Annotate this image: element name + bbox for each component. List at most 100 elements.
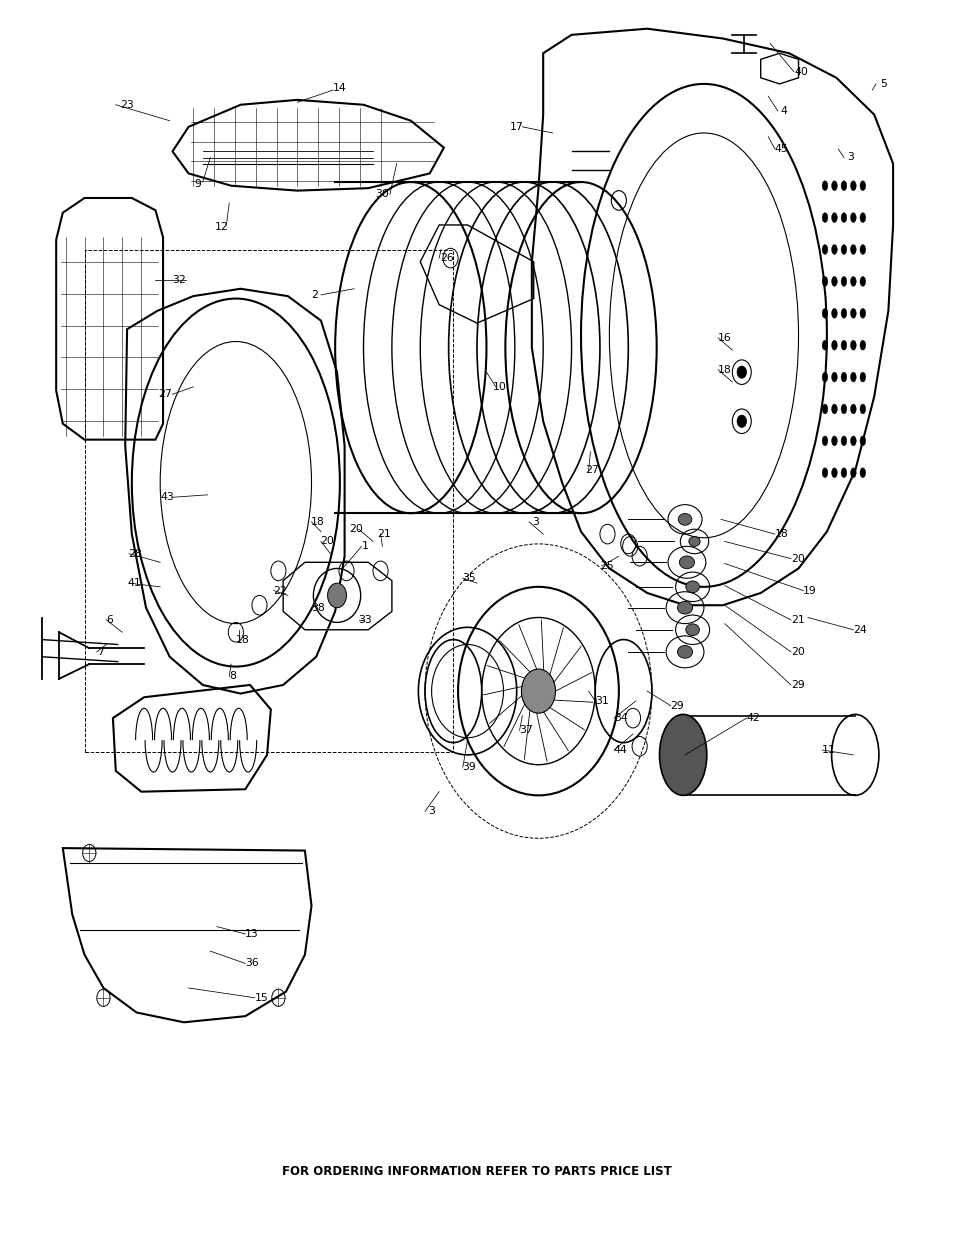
Text: 3: 3	[428, 806, 435, 816]
Ellipse shape	[850, 436, 855, 446]
Ellipse shape	[850, 277, 855, 287]
Text: 18: 18	[311, 516, 325, 527]
Text: 42: 42	[745, 713, 760, 722]
Text: 29: 29	[670, 700, 683, 711]
Text: 36: 36	[245, 958, 258, 968]
Text: 43: 43	[160, 493, 173, 503]
Ellipse shape	[737, 415, 746, 427]
Text: 45: 45	[774, 144, 787, 154]
Text: 21: 21	[377, 529, 391, 540]
Text: 31: 31	[595, 695, 608, 706]
Ellipse shape	[841, 468, 846, 478]
Ellipse shape	[821, 372, 827, 382]
Text: 27: 27	[158, 389, 172, 399]
Text: 33: 33	[358, 615, 372, 625]
Ellipse shape	[679, 556, 694, 568]
Ellipse shape	[850, 309, 855, 319]
Text: 12: 12	[214, 222, 229, 232]
Text: 13: 13	[245, 929, 258, 939]
Text: 4: 4	[781, 106, 787, 116]
Ellipse shape	[831, 341, 837, 350]
Text: 39: 39	[462, 762, 476, 772]
Text: 34: 34	[613, 713, 627, 722]
Ellipse shape	[831, 468, 837, 478]
Text: 22: 22	[274, 585, 287, 595]
Ellipse shape	[841, 404, 846, 414]
Ellipse shape	[841, 212, 846, 222]
Ellipse shape	[859, 309, 864, 319]
Text: 17: 17	[509, 122, 523, 132]
Ellipse shape	[831, 245, 837, 254]
Ellipse shape	[678, 514, 691, 525]
Text: 28: 28	[128, 548, 141, 558]
Text: 24: 24	[852, 625, 866, 635]
Ellipse shape	[859, 341, 864, 350]
Ellipse shape	[850, 404, 855, 414]
Text: 11: 11	[821, 745, 835, 755]
Text: 8: 8	[230, 672, 236, 682]
Text: 5: 5	[880, 79, 886, 89]
Text: 37: 37	[518, 725, 533, 735]
Text: 7: 7	[97, 647, 104, 657]
Ellipse shape	[841, 341, 846, 350]
Ellipse shape	[859, 212, 864, 222]
Ellipse shape	[688, 536, 700, 546]
Text: 15: 15	[254, 993, 268, 1003]
Ellipse shape	[831, 309, 837, 319]
Ellipse shape	[850, 372, 855, 382]
Ellipse shape	[831, 277, 837, 287]
Text: 9: 9	[194, 179, 201, 189]
Text: 30: 30	[375, 189, 389, 199]
Ellipse shape	[831, 436, 837, 446]
Ellipse shape	[841, 372, 846, 382]
Text: 3: 3	[846, 152, 853, 163]
Ellipse shape	[859, 372, 864, 382]
Text: 44: 44	[613, 745, 627, 755]
Text: 3: 3	[532, 516, 538, 527]
Ellipse shape	[677, 646, 692, 658]
Text: FOR ORDERING INFORMATION REFER TO PARTS PRICE LIST: FOR ORDERING INFORMATION REFER TO PARTS …	[282, 1166, 671, 1178]
Ellipse shape	[841, 245, 846, 254]
Ellipse shape	[850, 341, 855, 350]
Ellipse shape	[850, 245, 855, 254]
Text: 20: 20	[320, 536, 335, 546]
Text: 40: 40	[794, 67, 807, 77]
Text: 20: 20	[791, 553, 804, 563]
Ellipse shape	[841, 277, 846, 287]
Ellipse shape	[841, 180, 846, 190]
Ellipse shape	[831, 372, 837, 382]
Ellipse shape	[737, 366, 746, 378]
Text: 10: 10	[493, 382, 506, 391]
Text: 21: 21	[791, 615, 804, 625]
Ellipse shape	[821, 404, 827, 414]
Ellipse shape	[821, 309, 827, 319]
Ellipse shape	[831, 212, 837, 222]
Ellipse shape	[821, 180, 827, 190]
Text: 18: 18	[774, 529, 787, 540]
Ellipse shape	[685, 624, 699, 636]
Ellipse shape	[521, 669, 555, 713]
Ellipse shape	[659, 714, 706, 795]
Text: 18: 18	[718, 364, 731, 374]
Ellipse shape	[850, 212, 855, 222]
Text: 18: 18	[235, 635, 249, 645]
Ellipse shape	[327, 583, 346, 608]
Ellipse shape	[821, 436, 827, 446]
Text: 35: 35	[462, 573, 476, 583]
Text: 27: 27	[585, 466, 598, 475]
Text: 26: 26	[439, 253, 453, 263]
Ellipse shape	[821, 212, 827, 222]
Text: 25: 25	[600, 561, 614, 571]
Ellipse shape	[821, 245, 827, 254]
Ellipse shape	[685, 580, 699, 593]
Text: 1: 1	[361, 541, 369, 551]
Ellipse shape	[831, 180, 837, 190]
Ellipse shape	[831, 404, 837, 414]
Text: 2: 2	[311, 290, 317, 300]
Ellipse shape	[677, 601, 692, 614]
Ellipse shape	[821, 341, 827, 350]
Ellipse shape	[859, 404, 864, 414]
Ellipse shape	[841, 309, 846, 319]
Ellipse shape	[859, 468, 864, 478]
Text: 6: 6	[107, 615, 113, 625]
